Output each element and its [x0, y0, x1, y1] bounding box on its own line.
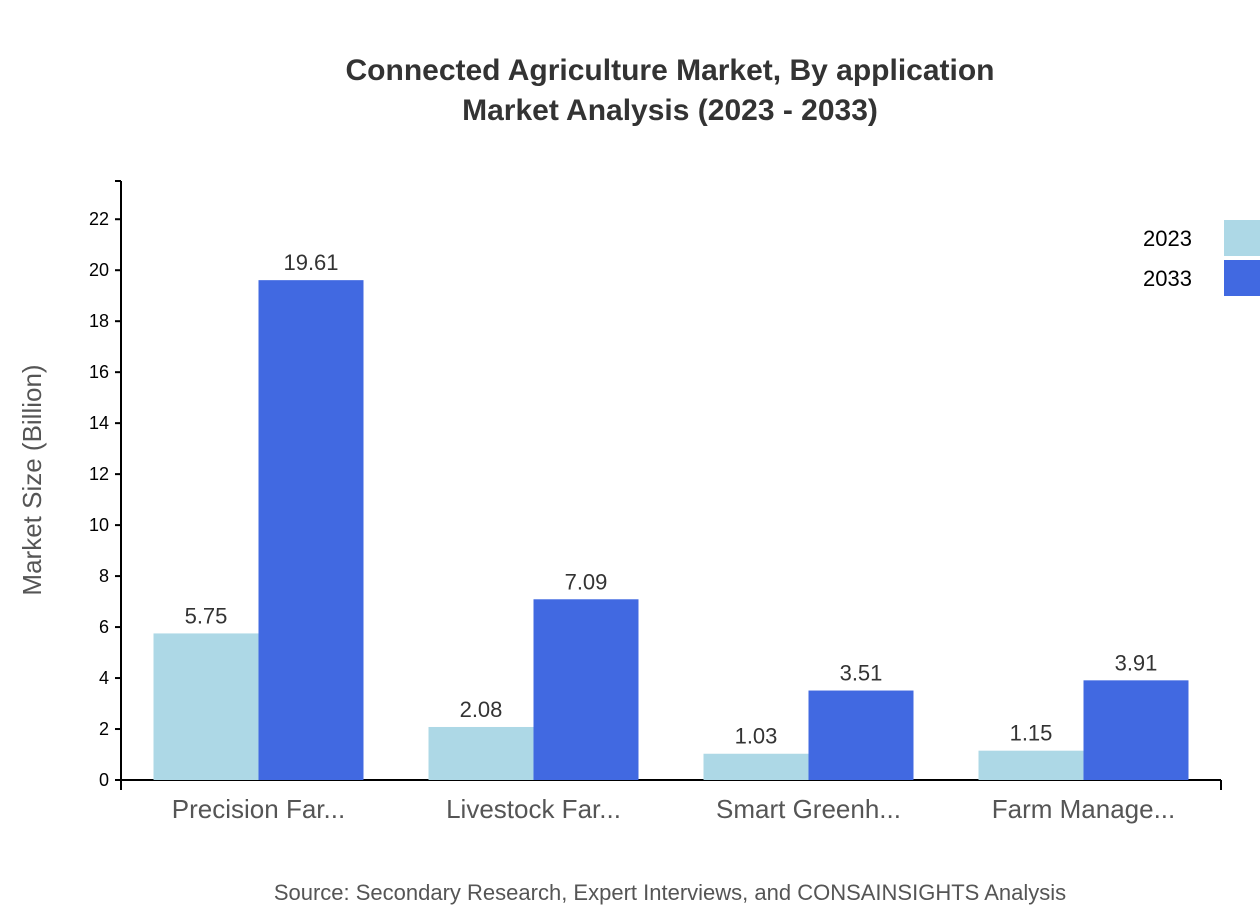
legend-swatch-2023 — [1224, 220, 1260, 256]
bar-2033 — [258, 280, 364, 780]
y-tick-label: 6 — [99, 617, 109, 637]
legend-swatch-2033 — [1224, 260, 1260, 296]
bar-2023 — [703, 753, 809, 780]
x-tick-label: Smart Greenh... — [716, 794, 901, 824]
bar-2023 — [153, 633, 259, 780]
legend-label: 2033 — [1143, 266, 1192, 291]
data-label: 1.15 — [1010, 721, 1053, 746]
y-tick-label: 0 — [99, 770, 109, 790]
bar-2033 — [533, 599, 639, 780]
x-tick-label: Precision Far... — [172, 794, 345, 824]
x-tick-label: Livestock Far... — [446, 794, 621, 824]
data-label: 3.51 — [840, 661, 883, 686]
data-label: 3.91 — [1115, 650, 1158, 675]
y-tick-label: 22 — [89, 209, 109, 229]
y-tick-label: 2 — [99, 719, 109, 739]
bar-2033 — [1083, 680, 1189, 780]
source-note: Source: Secondary Research, Expert Inter… — [274, 880, 1066, 905]
y-tick-label: 10 — [89, 515, 109, 535]
data-label: 19.61 — [283, 250, 338, 275]
chart-subtitle: Market Analysis (2023 - 2033) — [462, 94, 878, 127]
data-label: 1.03 — [735, 724, 778, 749]
bar-2033 — [808, 690, 914, 780]
y-tick-label: 16 — [89, 362, 109, 382]
bar-2023 — [428, 726, 534, 780]
y-tick-label: 20 — [89, 260, 109, 280]
legend: 2023 2033 — [1143, 220, 1260, 296]
data-label: 7.09 — [565, 569, 608, 594]
x-tick-label: Farm Manage... — [992, 794, 1176, 824]
y-tick-label: 18 — [89, 311, 109, 331]
y-axis-label: Market Size (Billion) — [17, 364, 47, 595]
bars: 5.75 19.61 Precision Far... 2.08 7.09 Livesto… — [153, 250, 1189, 824]
y-tick-label: 14 — [89, 413, 109, 433]
y-tick-label: 12 — [89, 464, 109, 484]
y-tick-label: 8 — [99, 566, 109, 586]
y-tick-label: 4 — [99, 668, 109, 688]
data-label: 5.75 — [185, 603, 228, 628]
chart-title: Connected Agriculture Market, By applica… — [346, 54, 995, 87]
bar-2023 — [978, 750, 1084, 780]
data-label: 2.08 — [460, 697, 503, 722]
legend-label: 2023 — [1143, 226, 1192, 251]
